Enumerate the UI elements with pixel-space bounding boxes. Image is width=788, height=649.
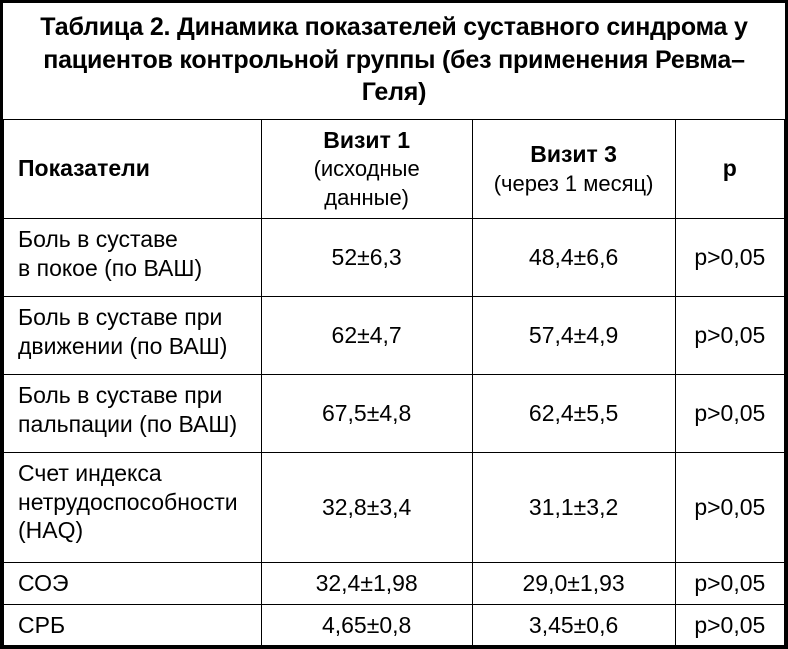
header-p: р bbox=[675, 119, 784, 218]
cell-visit1: 62±4,7 bbox=[261, 296, 472, 374]
table-row: СРБ4,65±0,83,45±0,6р>0,05 bbox=[4, 604, 785, 646]
table-row: СОЭ32,4±1,9829,0±1,93р>0,05 bbox=[4, 562, 785, 604]
table-body: Боль в суставев покое (по ВАШ)52±6,348,4… bbox=[4, 218, 785, 646]
table-caption: Таблица 2. Динамика показателей суставно… bbox=[3, 3, 785, 119]
cell-visit3: 62,4±5,5 bbox=[472, 374, 675, 452]
cell-p: р>0,05 bbox=[675, 562, 784, 604]
table-row: Боль в суставев покое (по ВАШ)52±6,348,4… bbox=[4, 218, 785, 296]
cell-visit3: 29,0±1,93 bbox=[472, 562, 675, 604]
table-header-row: Показатели Визит 1 (исходные данные) Виз… bbox=[4, 119, 785, 218]
header-visit1-top: Визит 1 bbox=[323, 127, 410, 153]
table-row: Боль в суставе припальпации (по ВАШ)67,5… bbox=[4, 374, 785, 452]
header-metric: Показатели bbox=[4, 119, 262, 218]
header-visit1-sub: (исходные данные) bbox=[314, 156, 420, 210]
data-table: Показатели Визит 1 (исходные данные) Виз… bbox=[3, 119, 785, 647]
cell-metric: СОЭ bbox=[4, 562, 262, 604]
cell-p: р>0,05 bbox=[675, 296, 784, 374]
cell-metric: Боль в суставе припальпации (по ВАШ) bbox=[4, 374, 262, 452]
cell-p: р>0,05 bbox=[675, 218, 784, 296]
cell-metric: Счет индексанетрудоспособности(HAQ) bbox=[4, 452, 262, 562]
table-container: Таблица 2. Динамика показателей суставно… bbox=[0, 0, 788, 649]
cell-visit1: 32,4±1,98 bbox=[261, 562, 472, 604]
cell-metric: СРБ bbox=[4, 604, 262, 646]
cell-metric: Боль в суставе придвижении (по ВАШ) bbox=[4, 296, 262, 374]
cell-visit3: 31,1±3,2 bbox=[472, 452, 675, 562]
cell-metric: Боль в суставев покое (по ВАШ) bbox=[4, 218, 262, 296]
header-visit1: Визит 1 (исходные данные) bbox=[261, 119, 472, 218]
cell-p: р>0,05 bbox=[675, 374, 784, 452]
cell-visit3: 48,4±6,6 bbox=[472, 218, 675, 296]
table-row: Боль в суставе придвижении (по ВАШ)62±4,… bbox=[4, 296, 785, 374]
cell-visit1: 4,65±0,8 bbox=[261, 604, 472, 646]
cell-visit1: 52±6,3 bbox=[261, 218, 472, 296]
cell-visit1: 32,8±3,4 bbox=[261, 452, 472, 562]
table-row: Счет индексанетрудоспособности(HAQ)32,8±… bbox=[4, 452, 785, 562]
header-visit3-sub: (через 1 месяц) bbox=[494, 171, 654, 196]
cell-visit3: 3,45±0,6 bbox=[472, 604, 675, 646]
cell-p: р>0,05 bbox=[675, 452, 784, 562]
cell-p: р>0,05 bbox=[675, 604, 784, 646]
cell-visit3: 57,4±4,9 bbox=[472, 296, 675, 374]
cell-visit1: 67,5±4,8 bbox=[261, 374, 472, 452]
header-visit3-top: Визит 3 bbox=[530, 141, 617, 167]
header-visit3: Визит 3 (через 1 месяц) bbox=[472, 119, 675, 218]
